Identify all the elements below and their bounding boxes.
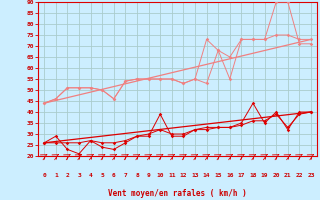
X-axis label: Vent moyen/en rafales ( km/h ): Vent moyen/en rafales ( km/h ) xyxy=(108,189,247,198)
